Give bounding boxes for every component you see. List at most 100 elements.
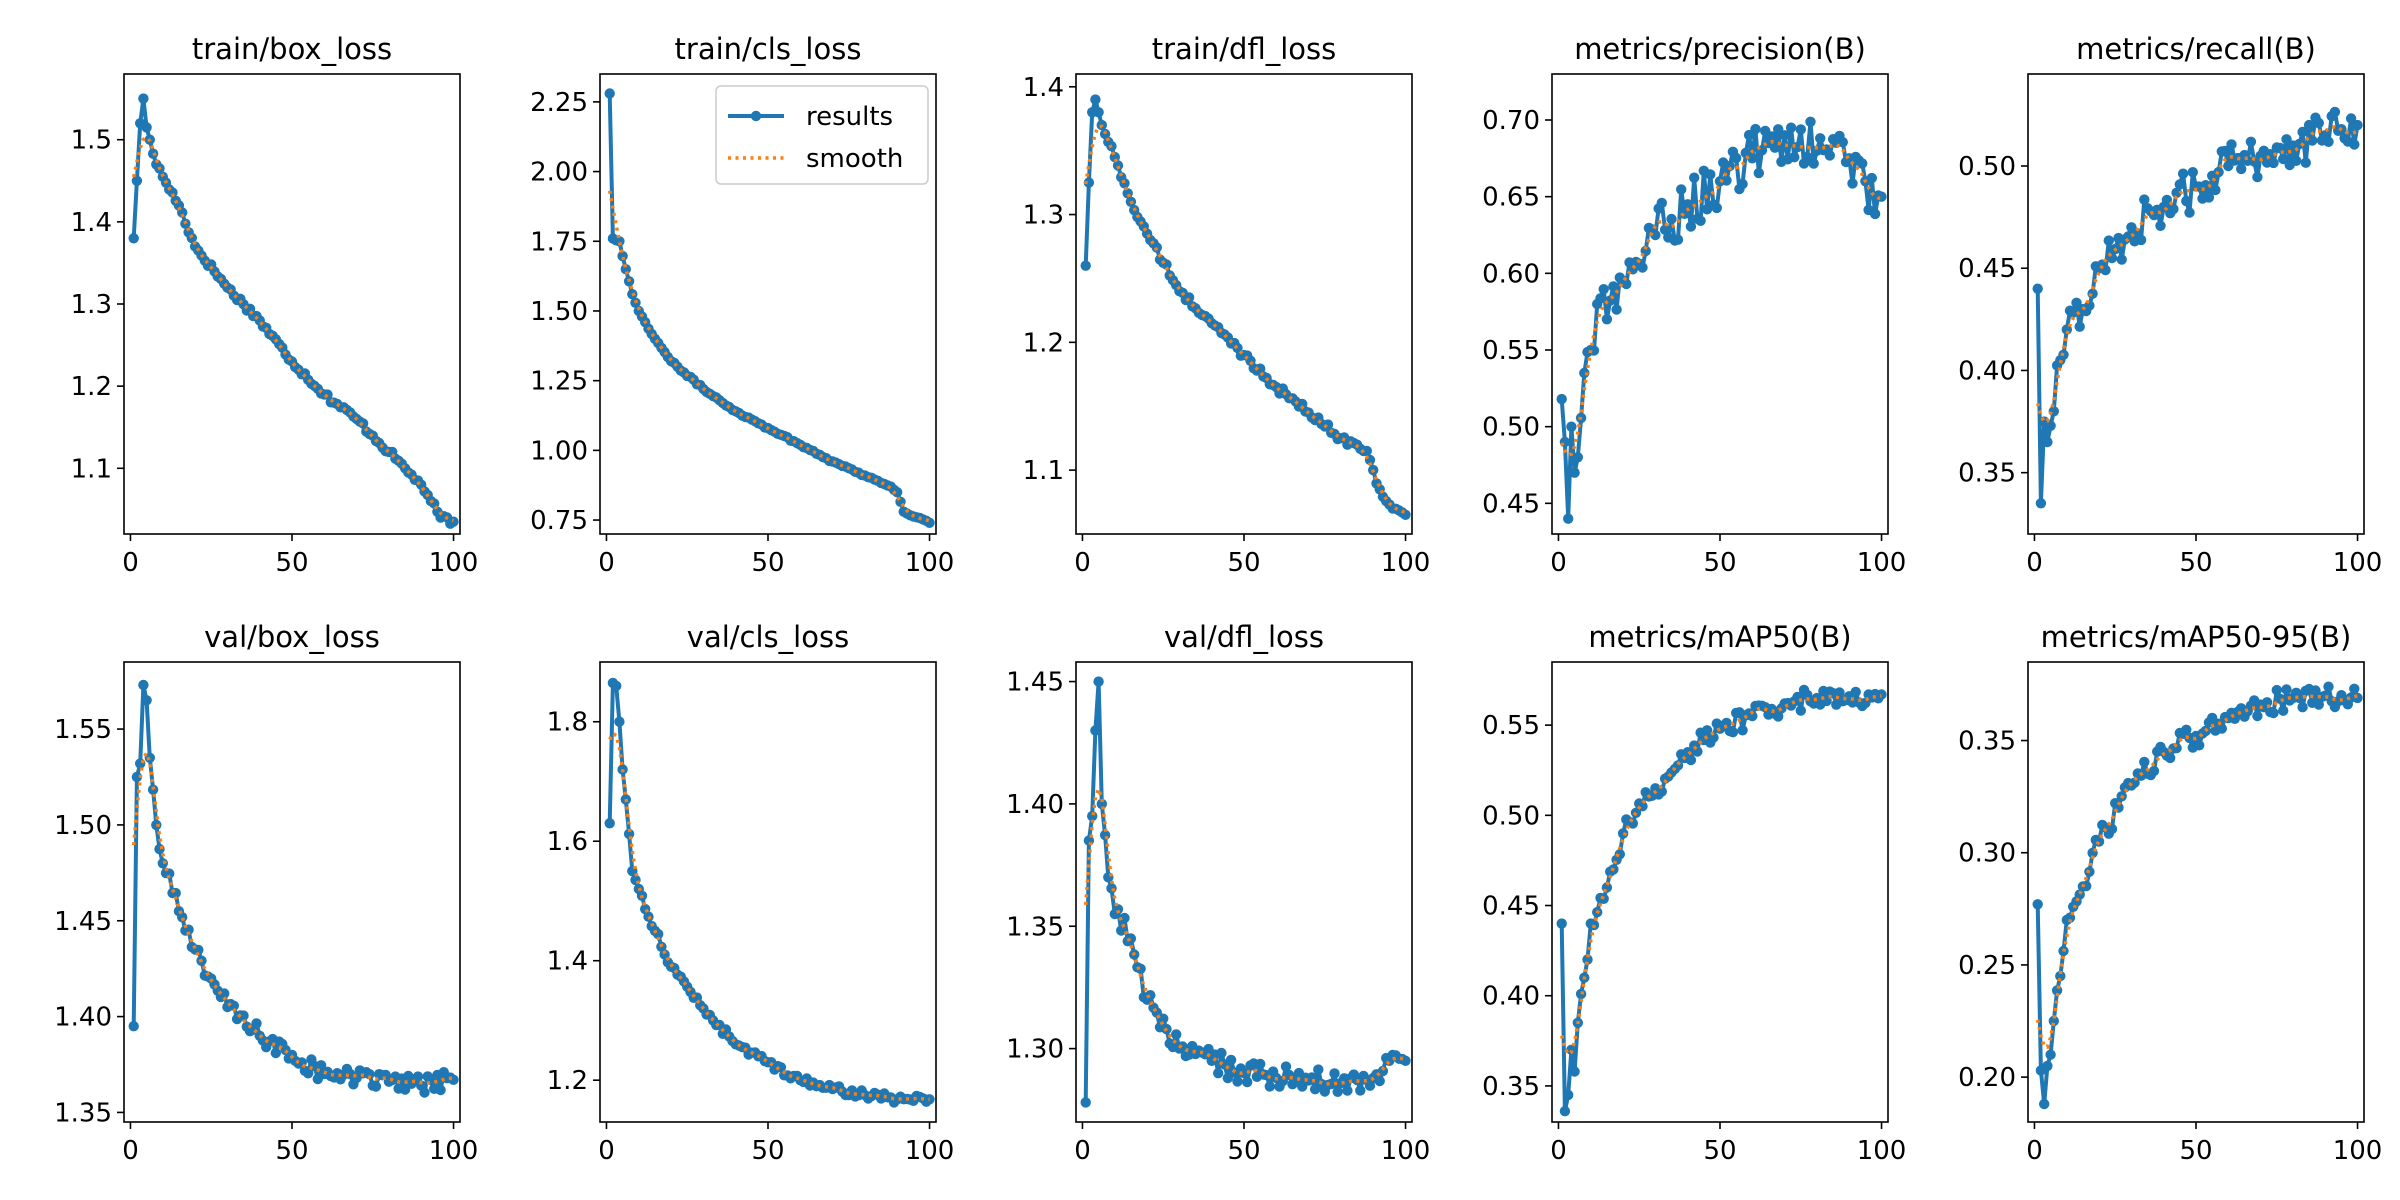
results-point xyxy=(2174,179,2185,190)
y-tick-label: 0.50 xyxy=(1482,413,1540,443)
results-point xyxy=(1682,199,1693,210)
results-point xyxy=(1106,883,1117,894)
results-point xyxy=(2187,167,2198,178)
results-point xyxy=(2081,880,2092,892)
x-tick-label: 50 xyxy=(2179,548,2212,578)
results-point xyxy=(620,264,631,275)
results-point xyxy=(1779,130,1790,141)
x-tick-label: 100 xyxy=(2333,548,2383,578)
results-point xyxy=(2245,136,2257,147)
subplot: train/dfl_loss 0 50 100 1.1 1.2 1.3 1.4 xyxy=(1023,32,1431,578)
results-point xyxy=(1579,367,1590,379)
y-tick-label: 1.2 xyxy=(547,1066,588,1096)
x-tick-label: 100 xyxy=(2333,1136,2383,1166)
results-line xyxy=(131,683,455,1095)
results-point xyxy=(1158,1013,1169,1024)
x-tick-label: 100 xyxy=(1381,548,1431,578)
y-tick-label: 1.4 xyxy=(71,208,112,238)
results-point xyxy=(2184,207,2195,218)
results-line xyxy=(1559,687,1884,1114)
x-tick-label: 0 xyxy=(2026,1136,2043,1166)
results-point xyxy=(1614,849,1626,860)
results-point xyxy=(2155,220,2166,231)
results-point xyxy=(2139,756,2150,768)
results-point xyxy=(1766,131,1777,142)
results-point xyxy=(2281,684,2292,695)
results-point xyxy=(2268,157,2279,169)
results-point xyxy=(141,695,152,706)
results-point xyxy=(128,233,139,244)
results-line xyxy=(131,96,455,526)
legend: results smooth xyxy=(715,85,929,185)
subplot-title: metrics/precision(B) xyxy=(1574,32,1866,66)
results-point xyxy=(2181,195,2192,207)
results-point xyxy=(1701,725,1713,736)
x-tick-label: 100 xyxy=(905,1136,955,1166)
subplot-title: metrics/mAP50(B) xyxy=(1588,620,1851,654)
x-tick-label: 0 xyxy=(598,1136,615,1166)
results-point xyxy=(2148,765,2160,777)
subplot: val/dfl_loss 0 50 100 1.30 1.35 1.40 1.45 xyxy=(1006,620,1430,1166)
results-point xyxy=(1326,1078,1337,1090)
results-point xyxy=(2071,297,2082,308)
results-point xyxy=(1177,1041,1188,1052)
subplot-title: train/box_loss xyxy=(192,32,392,66)
results-point xyxy=(1785,122,1797,133)
results-point xyxy=(2297,126,2308,138)
results-point xyxy=(2055,970,2066,982)
x-tick-label: 0 xyxy=(1074,1136,1091,1166)
results-point xyxy=(2032,283,2043,294)
results-point xyxy=(1119,912,1130,924)
results-point xyxy=(1795,705,1807,716)
y-tick-label: 1.3 xyxy=(1023,201,1064,231)
results-point xyxy=(2252,171,2263,183)
results-point xyxy=(1556,393,1567,405)
results-point xyxy=(1747,710,1758,722)
y-tick-label: 0.55 xyxy=(1482,711,1540,741)
results-point xyxy=(412,1071,424,1082)
y-tick-label: 1.50 xyxy=(530,297,588,327)
results-point xyxy=(1689,172,1700,183)
smooth-line xyxy=(1083,124,1406,514)
results-point xyxy=(138,679,149,691)
results-point xyxy=(892,487,903,498)
results-point xyxy=(419,1087,430,1098)
results-point xyxy=(1608,281,1619,292)
results-point xyxy=(1093,107,1104,118)
results-point xyxy=(2271,684,2282,696)
results-point xyxy=(2194,740,2205,751)
results-point xyxy=(448,516,459,527)
results-point xyxy=(2139,194,2150,205)
results-point xyxy=(315,1060,327,1071)
results-point xyxy=(1824,150,1836,161)
y-tick-label: 0.30 xyxy=(1958,839,2016,869)
results-point xyxy=(2323,136,2334,147)
results-line xyxy=(1083,679,1407,1103)
results-point xyxy=(370,1081,382,1092)
results-point xyxy=(2313,117,2324,129)
results-point xyxy=(2039,1098,2050,1110)
legend-results-marker xyxy=(750,110,762,122)
y-tick-label: 0.40 xyxy=(1482,982,1540,1012)
results-point xyxy=(2210,184,2221,196)
smooth-line xyxy=(1560,694,1882,1057)
results-point xyxy=(2068,307,2079,318)
results-point xyxy=(1805,116,1816,128)
results-point xyxy=(1566,421,1577,432)
results-point xyxy=(611,680,622,692)
results-point xyxy=(1789,152,1800,163)
results-point xyxy=(1374,1075,1385,1087)
results-point xyxy=(1559,1106,1571,1117)
subplot: val/cls_loss 0 50 100 1.2 1.4 1.6 1.8 xyxy=(547,620,955,1166)
results-point xyxy=(1598,284,1609,295)
y-tick-label: 1.6 xyxy=(547,827,588,857)
results-point xyxy=(2087,288,2098,299)
axes-frame xyxy=(1075,73,1413,535)
y-tick-label: 1.40 xyxy=(1006,790,1064,820)
results-point xyxy=(2042,1060,2053,1072)
results-point xyxy=(1083,177,1095,188)
results-point xyxy=(2042,436,2053,448)
y-tick-label: 1.3 xyxy=(71,290,112,320)
results-point xyxy=(2074,321,2085,332)
results-point xyxy=(2313,699,2324,710)
